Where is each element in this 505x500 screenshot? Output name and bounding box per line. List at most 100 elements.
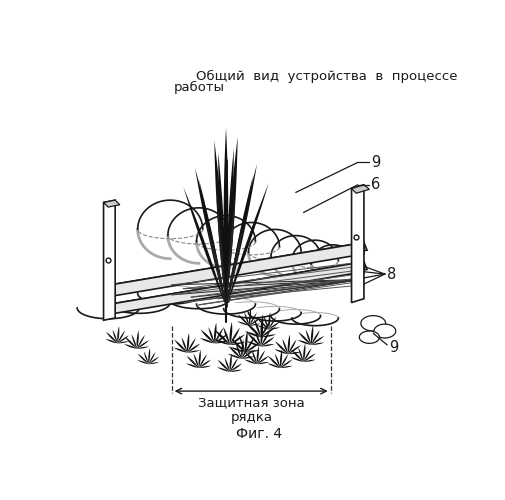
Polygon shape bbox=[268, 322, 279, 330]
Polygon shape bbox=[104, 200, 120, 207]
Polygon shape bbox=[226, 241, 239, 306]
Polygon shape bbox=[248, 312, 300, 321]
Polygon shape bbox=[245, 322, 261, 337]
Polygon shape bbox=[291, 350, 303, 362]
Polygon shape bbox=[241, 356, 254, 359]
Polygon shape bbox=[223, 327, 229, 345]
Polygon shape bbox=[249, 324, 260, 326]
Polygon shape bbox=[255, 330, 261, 346]
Polygon shape bbox=[291, 240, 338, 261]
Polygon shape bbox=[226, 164, 257, 306]
Polygon shape bbox=[261, 320, 270, 337]
Polygon shape bbox=[249, 318, 260, 326]
Polygon shape bbox=[261, 337, 274, 346]
Polygon shape bbox=[287, 345, 300, 354]
Polygon shape bbox=[213, 245, 226, 306]
Polygon shape bbox=[217, 360, 229, 372]
Polygon shape bbox=[311, 330, 319, 345]
Polygon shape bbox=[270, 236, 320, 257]
Polygon shape bbox=[187, 344, 200, 352]
Polygon shape bbox=[168, 298, 229, 308]
Polygon shape bbox=[287, 340, 296, 354]
Polygon shape bbox=[226, 176, 252, 306]
Polygon shape bbox=[112, 330, 117, 344]
Polygon shape bbox=[260, 314, 263, 337]
Polygon shape bbox=[131, 334, 137, 349]
Polygon shape bbox=[257, 362, 269, 364]
Polygon shape bbox=[244, 312, 249, 326]
Polygon shape bbox=[208, 327, 214, 344]
Polygon shape bbox=[303, 354, 315, 362]
Polygon shape bbox=[136, 330, 138, 349]
Polygon shape bbox=[256, 325, 268, 330]
Polygon shape bbox=[254, 319, 261, 337]
Polygon shape bbox=[214, 141, 226, 306]
Polygon shape bbox=[187, 338, 195, 352]
Text: Фиг. 4: Фиг. 4 bbox=[236, 428, 282, 442]
Polygon shape bbox=[105, 339, 117, 344]
Polygon shape bbox=[224, 358, 229, 372]
Polygon shape bbox=[226, 183, 268, 306]
Polygon shape bbox=[196, 216, 255, 242]
Polygon shape bbox=[216, 198, 226, 306]
Polygon shape bbox=[148, 356, 159, 364]
Polygon shape bbox=[230, 347, 245, 352]
Polygon shape bbox=[174, 340, 187, 352]
Polygon shape bbox=[214, 328, 223, 344]
Polygon shape bbox=[257, 350, 265, 364]
Polygon shape bbox=[106, 262, 363, 315]
Polygon shape bbox=[268, 328, 280, 330]
Polygon shape bbox=[226, 148, 233, 306]
Polygon shape bbox=[218, 152, 226, 306]
Polygon shape bbox=[303, 348, 311, 362]
Polygon shape bbox=[311, 245, 354, 264]
Polygon shape bbox=[302, 344, 305, 362]
Polygon shape bbox=[241, 344, 249, 359]
Polygon shape bbox=[260, 326, 263, 346]
Text: 8: 8 bbox=[386, 266, 395, 281]
Polygon shape bbox=[229, 364, 241, 372]
Polygon shape bbox=[241, 350, 254, 359]
Polygon shape bbox=[280, 366, 292, 368]
Polygon shape bbox=[173, 348, 187, 352]
Polygon shape bbox=[261, 344, 274, 346]
Polygon shape bbox=[198, 354, 207, 368]
Polygon shape bbox=[229, 322, 232, 345]
Polygon shape bbox=[256, 346, 259, 364]
Polygon shape bbox=[198, 366, 211, 368]
Polygon shape bbox=[290, 357, 303, 362]
Polygon shape bbox=[251, 350, 257, 364]
Polygon shape bbox=[137, 335, 144, 349]
Polygon shape bbox=[311, 342, 324, 345]
Text: 6: 6 bbox=[370, 177, 379, 192]
Polygon shape bbox=[214, 334, 228, 344]
Polygon shape bbox=[257, 356, 269, 364]
Polygon shape bbox=[246, 332, 261, 346]
Polygon shape bbox=[246, 341, 261, 346]
Polygon shape bbox=[183, 187, 226, 306]
Polygon shape bbox=[279, 350, 282, 368]
Polygon shape bbox=[237, 322, 249, 326]
Polygon shape bbox=[303, 360, 315, 362]
Polygon shape bbox=[77, 308, 139, 318]
Polygon shape bbox=[244, 352, 257, 364]
Polygon shape bbox=[274, 341, 287, 354]
Polygon shape bbox=[360, 316, 385, 331]
Polygon shape bbox=[268, 316, 276, 330]
Text: 9: 9 bbox=[388, 340, 397, 354]
Polygon shape bbox=[244, 360, 257, 364]
Polygon shape bbox=[137, 354, 148, 364]
Text: Защитная зона
рядка: Защитная зона рядка bbox=[198, 396, 305, 424]
Polygon shape bbox=[311, 326, 313, 345]
Polygon shape bbox=[230, 338, 245, 352]
Polygon shape bbox=[137, 294, 203, 304]
Polygon shape bbox=[245, 336, 255, 352]
Polygon shape bbox=[186, 364, 198, 368]
Polygon shape bbox=[287, 352, 300, 354]
Polygon shape bbox=[297, 348, 303, 362]
Polygon shape bbox=[229, 328, 239, 345]
Polygon shape bbox=[291, 318, 338, 326]
Polygon shape bbox=[199, 338, 214, 344]
Polygon shape bbox=[117, 336, 129, 344]
Polygon shape bbox=[268, 356, 280, 368]
